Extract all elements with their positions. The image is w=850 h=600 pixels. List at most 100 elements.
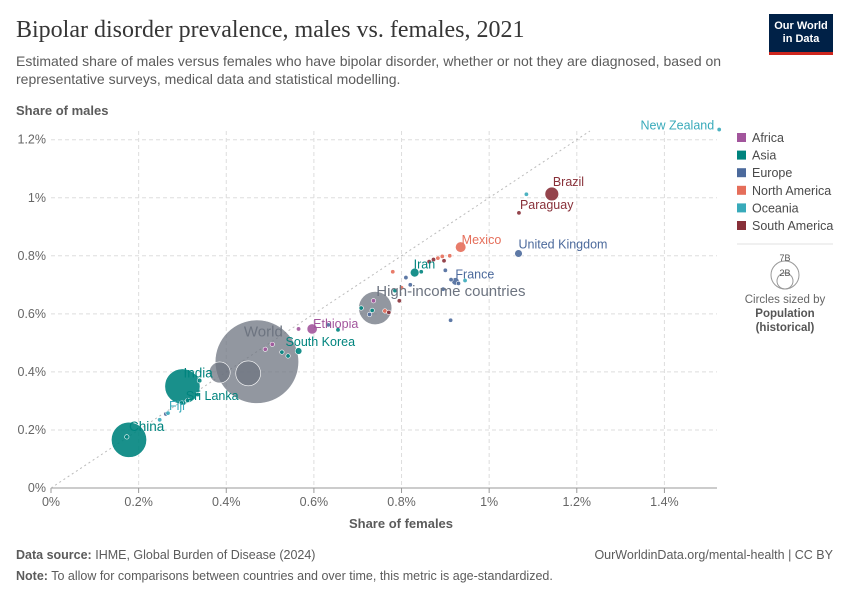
point [448, 277, 454, 283]
point [335, 327, 341, 333]
legend-swatch [737, 185, 746, 195]
point [196, 377, 203, 384]
size-legend-variable: Population [755, 308, 814, 320]
chart-subtitle: Estimated share of males versus females … [16, 53, 722, 87]
point [396, 298, 402, 304]
y-tick-label: 0.2% [18, 423, 47, 437]
point-label-iran: Iran [414, 258, 436, 272]
point-world [214, 319, 299, 404]
x-axis-title: Share of females [349, 516, 453, 531]
point-united-kingdom [514, 249, 523, 258]
point [358, 305, 364, 311]
legend-swatch [737, 168, 746, 178]
point [262, 346, 268, 352]
size-legend-variable-sub: (historical) [756, 322, 815, 334]
point [455, 280, 461, 286]
point-label-south-korea: South Korea [286, 335, 356, 349]
point-label-fiji: Fiji [169, 399, 185, 413]
point [157, 417, 163, 423]
point [440, 286, 446, 292]
point [441, 258, 447, 264]
size-legend-caption: Circles sized by [745, 294, 826, 306]
y-tick-label: 0% [28, 481, 46, 495]
logo-line-1: Our World [774, 20, 828, 32]
x-tick-label: 1.4% [650, 495, 679, 509]
point [390, 269, 396, 275]
point [386, 309, 392, 315]
point [439, 253, 445, 259]
note-label: Note: [16, 569, 48, 583]
point [325, 322, 331, 328]
point-new-zealand [716, 127, 722, 133]
y-tick-label: 0.6% [18, 307, 47, 321]
point [426, 259, 432, 265]
x-tick-label: 0.8% [387, 495, 416, 509]
point-label-paraguay: Paraguay [520, 198, 574, 212]
y-tick-label: 1.2% [18, 133, 47, 147]
x-tick-label: 1% [480, 495, 498, 509]
x-tick-label: 0.4% [212, 495, 241, 509]
point [418, 269, 424, 275]
point-label-mexico: Mexico [462, 233, 502, 247]
point-label-brazil: Brazil [553, 175, 584, 189]
size-legend-big-label: 7B [779, 253, 790, 263]
logo-line-2: in Data [782, 33, 820, 45]
size-legend-small-label: 2B [779, 268, 790, 278]
x-tick-label: 1.2% [563, 495, 592, 509]
y-axis-title: Share of males [16, 103, 109, 118]
point [523, 191, 529, 197]
point-mexico [455, 241, 467, 253]
size-legend-small-circle [776, 272, 794, 290]
legend-item-europe: Europe [752, 166, 792, 180]
point-label-united-kingdom: United Kingdom [519, 237, 608, 251]
point [447, 253, 453, 259]
footer-note: Note: To allow for comparisons between c… [16, 569, 553, 583]
point-label-new-zealand: New Zealand [641, 119, 715, 133]
data-source-label: Data source: [16, 548, 92, 562]
chart-title: Bipolar disorder prevalence, males vs. f… [16, 17, 525, 43]
data-source-text: IHME, Global Burden of Disease (2024) [95, 548, 316, 562]
point-label-ethiopia: Ethiopia [313, 317, 358, 331]
point-paraguay [516, 210, 522, 216]
y-tick-label: 0.4% [18, 365, 47, 379]
point-high-income-countries [358, 291, 393, 325]
owid-logo[interactable]: Our World in Data [769, 14, 833, 55]
x-tick-label: 0.6% [300, 495, 329, 509]
legend-item-north-america: North America [752, 184, 831, 198]
point [269, 341, 275, 347]
point [296, 326, 302, 332]
point [179, 400, 185, 406]
point [369, 307, 375, 313]
legend-item-africa: Africa [752, 131, 784, 145]
y-tick-label: 1% [28, 191, 46, 205]
point [370, 298, 376, 304]
point [442, 267, 448, 273]
point [235, 360, 261, 387]
point-fiji [165, 410, 171, 416]
point-ethiopia [306, 323, 318, 335]
point-label-france: France [455, 267, 494, 281]
x-tick-label: 0% [42, 495, 60, 509]
legend-swatch [737, 221, 746, 230]
point-label-china: China [129, 419, 165, 434]
point [124, 434, 130, 440]
legend-swatch [737, 133, 746, 142]
point [403, 275, 409, 281]
point [407, 282, 413, 288]
point [448, 317, 454, 323]
point [285, 353, 291, 359]
point-china [111, 421, 147, 458]
legend-swatch [737, 203, 746, 213]
legend-item-south-america: South America [752, 219, 833, 233]
legend-swatch [737, 150, 746, 160]
footer-link[interactable]: OurWorldinData.org/mental-health | CC BY [594, 548, 833, 562]
point-label-sri-lanka: Sri Lanka [186, 389, 239, 403]
y-tick-label: 0.8% [18, 249, 47, 263]
point [208, 361, 231, 384]
point-label-high-income-countries: High-income countries [376, 283, 525, 300]
point [367, 311, 373, 317]
point [399, 285, 405, 291]
legend-item-oceania: Oceania [752, 201, 799, 215]
point-brazil [544, 186, 559, 202]
